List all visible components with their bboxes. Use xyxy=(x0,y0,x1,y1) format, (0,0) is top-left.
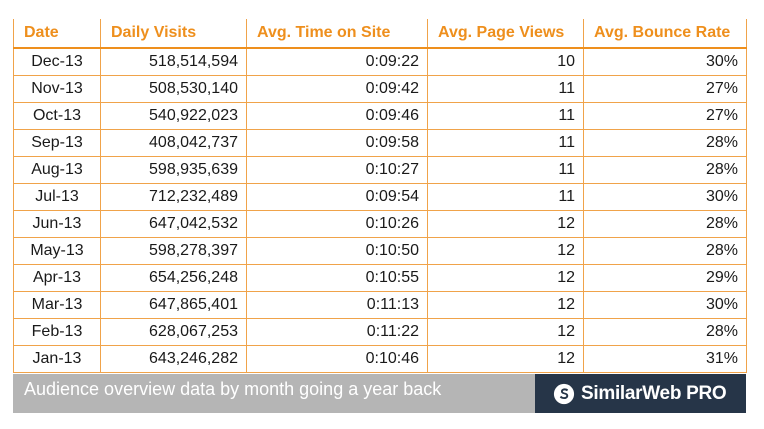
cell-date: Feb-13 xyxy=(13,318,101,346)
cell-date: Mar-13 xyxy=(13,291,101,319)
cell-avg-bounce-rate: 29% xyxy=(583,264,747,292)
cell-date: Nov-13 xyxy=(13,75,101,103)
cell-avg-bounce-rate: 30% xyxy=(583,47,747,76)
table-row: Jun-13 647,042,532 0:10:26 12 28% xyxy=(13,210,747,238)
cell-daily-visits: 712,232,489 xyxy=(100,183,247,211)
cell-daily-visits: 408,042,737 xyxy=(100,129,247,157)
cell-date: May-13 xyxy=(13,237,101,265)
cell-date: Aug-13 xyxy=(13,156,101,184)
cell-daily-visits: 598,935,639 xyxy=(100,156,247,184)
cell-avg-time-on-site: 0:09:42 xyxy=(246,75,428,103)
table-row: Oct-13 540,922,023 0:09:46 11 27% xyxy=(13,102,747,130)
table-row: Apr-13 654,256,248 0:10:55 12 29% xyxy=(13,264,747,292)
cell-avg-page-views: 12 xyxy=(427,264,584,292)
cell-avg-page-views: 12 xyxy=(427,291,584,319)
cell-avg-bounce-rate: 28% xyxy=(583,237,747,265)
brand-name: SimilarWeb PRO xyxy=(581,382,727,404)
table-body: Dec-13 518,514,594 0:09:22 10 30% Nov-13 508,5… xyxy=(13,47,747,373)
cell-avg-time-on-site: 0:09:22 xyxy=(246,47,428,76)
cell-avg-bounce-rate: 27% xyxy=(583,102,747,130)
header-avg-page-views: Avg. Page Views xyxy=(427,19,584,49)
cell-avg-page-views: 12 xyxy=(427,345,584,373)
cell-avg-bounce-rate: 30% xyxy=(583,183,747,211)
table-row: Jan-13 643,246,282 0:10:46 12 31% xyxy=(13,345,747,373)
cell-avg-bounce-rate: 28% xyxy=(583,156,747,184)
cell-avg-bounce-rate: 28% xyxy=(583,318,747,346)
cell-avg-time-on-site: 0:09:58 xyxy=(246,129,428,157)
table-row: May-13 598,278,397 0:10:50 12 28% xyxy=(13,237,747,265)
cell-daily-visits: 540,922,023 xyxy=(100,102,247,130)
header-avg-bounce-rate: Avg. Bounce Rate xyxy=(583,19,747,49)
cell-avg-page-views: 11 xyxy=(427,129,584,157)
table-row: Mar-13 647,865,401 0:11:13 12 30% xyxy=(13,291,747,319)
cell-daily-visits: 628,067,253 xyxy=(100,318,247,346)
audience-overview-table: Date Daily Visits Avg. Time on Site Avg.… xyxy=(13,19,747,373)
cell-avg-time-on-site: 0:11:13 xyxy=(246,291,428,319)
table-row: Jul-13 712,232,489 0:09:54 11 30% xyxy=(13,183,747,211)
cell-avg-time-on-site: 0:10:46 xyxy=(246,345,428,373)
cell-date: Sep-13 xyxy=(13,129,101,157)
cell-avg-time-on-site: 0:10:27 xyxy=(246,156,428,184)
brand-bar: SimilarWeb PRO xyxy=(535,374,746,413)
cell-avg-time-on-site: 0:10:50 xyxy=(246,237,428,265)
cell-daily-visits: 647,042,532 xyxy=(100,210,247,238)
cell-avg-bounce-rate: 30% xyxy=(583,291,747,319)
table-row: Nov-13 508,530,140 0:09:42 11 27% xyxy=(13,75,747,103)
table-row: Sep-13 408,042,737 0:09:58 11 28% xyxy=(13,129,747,157)
cell-daily-visits: 647,865,401 xyxy=(100,291,247,319)
cell-avg-bounce-rate: 31% xyxy=(583,345,747,373)
cell-daily-visits: 598,278,397 xyxy=(100,237,247,265)
table-row: Dec-13 518,514,594 0:09:22 10 30% xyxy=(13,47,747,76)
cell-avg-page-views: 11 xyxy=(427,102,584,130)
cell-daily-visits: 643,246,282 xyxy=(100,345,247,373)
cell-avg-page-views: 11 xyxy=(427,183,584,211)
table-row: Aug-13 598,935,639 0:10:27 11 28% xyxy=(13,156,747,184)
cell-date: Dec-13 xyxy=(13,47,101,76)
cell-avg-page-views: 12 xyxy=(427,210,584,238)
cell-avg-page-views: 12 xyxy=(427,318,584,346)
footer-banner: Audience overview data by month going a … xyxy=(13,374,746,413)
table-row: Feb-13 628,067,253 0:11:22 12 28% xyxy=(13,318,747,346)
audience-table-container: Date Daily Visits Avg. Time on Site Avg.… xyxy=(13,19,747,373)
cell-date: Jul-13 xyxy=(13,183,101,211)
cell-daily-visits: 508,530,140 xyxy=(100,75,247,103)
cell-avg-time-on-site: 0:10:26 xyxy=(246,210,428,238)
cell-avg-page-views: 11 xyxy=(427,156,584,184)
cell-daily-visits: 518,514,594 xyxy=(100,47,247,76)
cell-avg-time-on-site: 0:10:55 xyxy=(246,264,428,292)
cell-date: Oct-13 xyxy=(13,102,101,130)
cell-avg-bounce-rate: 27% xyxy=(583,75,747,103)
cell-date: Jun-13 xyxy=(13,210,101,238)
cell-avg-time-on-site: 0:11:22 xyxy=(246,318,428,346)
cell-date: Jan-13 xyxy=(13,345,101,373)
cell-avg-time-on-site: 0:09:54 xyxy=(246,183,428,211)
cell-avg-page-views: 10 xyxy=(427,47,584,76)
cell-date: Apr-13 xyxy=(13,264,101,292)
caption-text: Audience overview data by month going a … xyxy=(13,374,535,413)
header-avg-time-on-site: Avg. Time on Site xyxy=(246,19,428,49)
header-daily-visits: Daily Visits xyxy=(100,19,247,49)
cell-avg-bounce-rate: 28% xyxy=(583,210,747,238)
cell-avg-page-views: 11 xyxy=(427,75,584,103)
header-date: Date xyxy=(13,19,101,49)
cell-avg-bounce-rate: 28% xyxy=(583,129,747,157)
similarweb-logo-icon xyxy=(553,383,575,404)
cell-avg-time-on-site: 0:09:46 xyxy=(246,102,428,130)
table-header-row: Date Daily Visits Avg. Time on Site Avg.… xyxy=(13,19,747,49)
cell-avg-page-views: 12 xyxy=(427,237,584,265)
cell-daily-visits: 654,256,248 xyxy=(100,264,247,292)
